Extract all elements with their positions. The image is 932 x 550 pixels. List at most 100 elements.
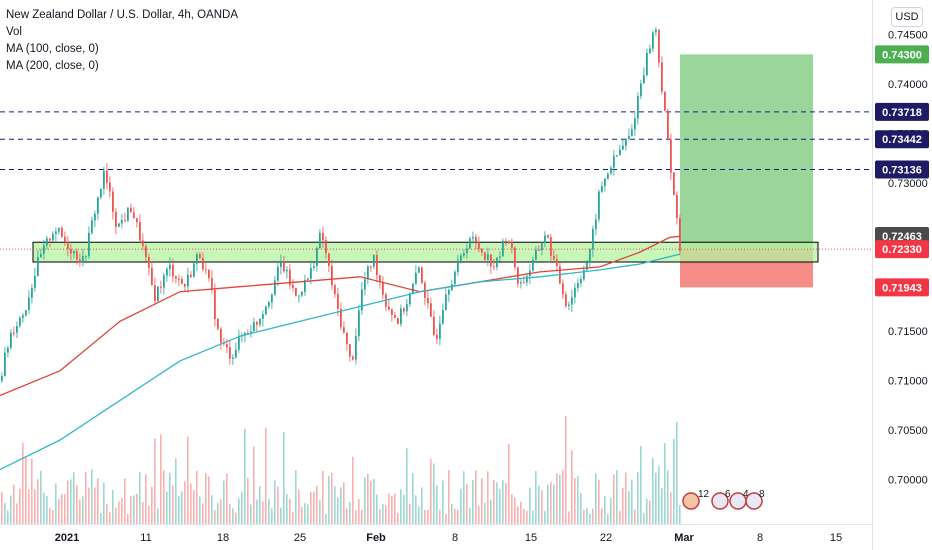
volume-bar xyxy=(436,485,438,524)
candle-body xyxy=(475,237,477,243)
volume-bar xyxy=(301,506,303,524)
volume-bar xyxy=(268,498,270,524)
candle-body xyxy=(310,267,312,279)
candle-body xyxy=(133,212,135,219)
volume-bar xyxy=(598,479,600,524)
price-badge[interactable] xyxy=(875,130,929,149)
time-tick-label: 15 xyxy=(830,532,842,544)
volume-bar xyxy=(394,493,396,524)
candle-body xyxy=(157,286,159,302)
candle-body xyxy=(304,280,306,292)
volume-bar xyxy=(616,470,618,524)
volume-bar xyxy=(295,470,297,524)
price-badge[interactable] xyxy=(875,45,929,64)
candle-body xyxy=(550,237,552,256)
volume-bar xyxy=(112,489,114,524)
legend-ma200[interactable]: MA (200, close, 0) xyxy=(6,60,99,72)
candle-body xyxy=(379,275,381,283)
candle-body xyxy=(31,287,33,298)
volume-bar xyxy=(397,512,399,524)
volume-bar xyxy=(469,508,471,524)
volume-bar xyxy=(454,508,456,524)
volume-bar xyxy=(73,472,75,524)
volume-bar xyxy=(580,492,582,524)
support-zone[interactable] xyxy=(32,241,819,263)
price-badge-label: 0.72463 xyxy=(882,231,922,243)
candle-body xyxy=(232,357,234,359)
volume-bar xyxy=(121,497,123,524)
volume-bar xyxy=(190,483,192,524)
volume-bar xyxy=(538,485,540,524)
candle-body xyxy=(370,266,372,268)
volume-bar xyxy=(631,479,633,524)
candle-body xyxy=(337,293,339,309)
volume-bar xyxy=(25,456,27,524)
event-flag-icon[interactable] xyxy=(711,492,729,510)
volume-bar xyxy=(496,482,498,524)
candle-body xyxy=(64,236,66,242)
candle-body xyxy=(178,278,180,280)
legend-ma100[interactable]: MA (100, close, 0) xyxy=(6,43,99,55)
candle-body xyxy=(151,267,153,286)
volume-bar xyxy=(184,481,186,524)
candle-body xyxy=(535,250,537,260)
volume-bar xyxy=(352,456,354,524)
candle-body xyxy=(595,219,597,230)
volume-bar xyxy=(163,470,165,524)
currency-button[interactable]: USD xyxy=(891,7,923,27)
candle-body xyxy=(124,220,126,222)
ma200-line[interactable] xyxy=(0,253,681,471)
volume-bar xyxy=(664,443,666,524)
volume-bar xyxy=(586,507,588,524)
volume-bar xyxy=(487,471,489,524)
volume-bar xyxy=(622,487,624,524)
price-badge[interactable] xyxy=(875,240,929,259)
candle-body xyxy=(361,289,363,311)
price-badge[interactable] xyxy=(875,278,929,297)
event-flag-icon[interactable] xyxy=(682,492,700,510)
event-flag-icon[interactable] xyxy=(745,492,763,510)
volume-bar xyxy=(178,496,180,524)
candle-body xyxy=(589,249,591,263)
volume-bar xyxy=(262,501,264,524)
volume-bar xyxy=(283,432,285,524)
volume-bar xyxy=(574,478,576,524)
candle-body xyxy=(448,290,450,295)
volume-bar xyxy=(676,422,678,524)
volume-bar xyxy=(103,482,105,524)
volume-bar xyxy=(94,487,96,524)
volume-bar xyxy=(22,442,24,524)
candle-body xyxy=(541,242,543,251)
target-zone[interactable] xyxy=(680,54,813,250)
volume-bar xyxy=(13,484,15,524)
candle-body xyxy=(148,256,150,268)
volume-bar xyxy=(481,478,483,524)
candle-body xyxy=(673,172,675,195)
ma100-line[interactable] xyxy=(0,235,681,397)
candle-body xyxy=(49,238,51,241)
volume-bar xyxy=(181,491,183,524)
price-tick-label: 0.74000 xyxy=(888,79,928,91)
candle-body xyxy=(553,255,555,260)
symbol-title[interactable]: New Zealand Dollar / U.S. Dollar, 4h, OA… xyxy=(6,9,239,21)
volume-bar xyxy=(196,470,198,524)
volume-bar xyxy=(379,509,381,524)
legend-volume[interactable]: Vol xyxy=(6,26,22,38)
candle-body xyxy=(22,315,24,318)
candle-body xyxy=(637,96,639,119)
price-badge-label: 0.74300 xyxy=(882,49,922,61)
candle-body xyxy=(145,245,147,257)
price-badge[interactable] xyxy=(875,160,929,179)
volume-bar xyxy=(10,495,12,524)
candle-body xyxy=(406,304,408,312)
candle-body xyxy=(163,275,165,288)
candle-body xyxy=(412,283,414,294)
time-tick-label: Feb xyxy=(366,532,386,544)
volume-bar xyxy=(670,492,672,524)
candle-body xyxy=(454,272,456,285)
volume-bar xyxy=(646,498,648,524)
price-badge[interactable] xyxy=(875,102,929,121)
volume-bar xyxy=(625,472,627,524)
candle-body xyxy=(298,295,300,297)
